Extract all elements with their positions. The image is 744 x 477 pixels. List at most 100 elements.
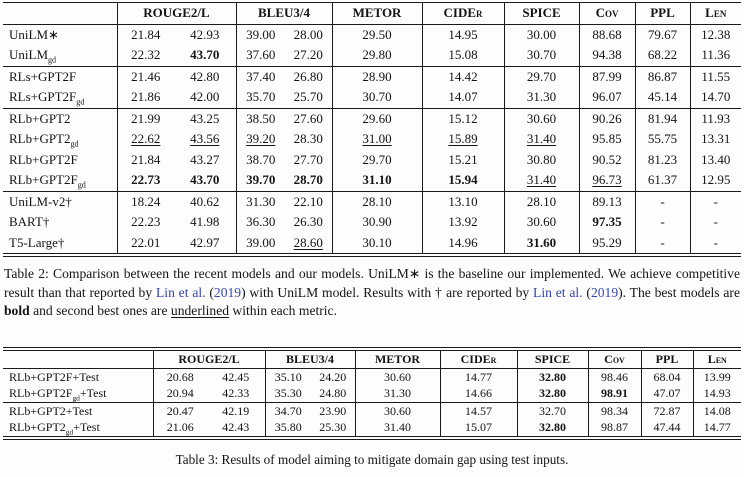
metric-value: 22.23 — [116, 212, 174, 233]
corner-cell — [3, 2, 117, 25]
corner-cell — [3, 349, 153, 369]
caption-text: and second best ones are — [29, 303, 171, 319]
metric-value: 13.10 — [421, 191, 505, 212]
row-label: UniLMgd — [3, 45, 117, 67]
metric-header: CIDEr — [421, 2, 505, 25]
metric-value: 29.70 — [331, 149, 423, 170]
metric-header: METOR — [331, 2, 423, 25]
metric-value: 39.20 — [235, 129, 285, 150]
label-text: UniLM∗ — [9, 26, 59, 42]
metric-value: 39.00 — [235, 232, 285, 255]
metric-value: 37.60 — [235, 45, 285, 67]
row-label: RLs+GPT2F — [3, 66, 117, 87]
metric-value: 27.20 — [285, 45, 333, 67]
table-row: RLs+GPT2Fgd 21.86 42.00 35.70 25.70 30.70 14.0… — [3, 87, 742, 109]
metric-value: 28.70 — [285, 170, 333, 192]
table3-results: ROUGE2/L BLEU3/4 METOR CIDEr SPICE Cov PPL Len R… — [3, 347, 742, 440]
metric-value: 15.89 — [421, 129, 505, 150]
label-text: RLb+GPT2F — [9, 172, 78, 187]
table-row: RLb+GPT2F 21.84 43.27 38.70 27.70 29.70 15.21 3… — [3, 149, 742, 170]
metric-value: 31.40 — [354, 419, 441, 438]
table-row: RLs+GPT2F 21.46 42.80 37.40 26.80 28.90 14.42 2… — [3, 66, 742, 87]
metric-value: 22.01 — [116, 232, 174, 255]
metric-value: 79.67 — [634, 24, 691, 45]
metric-value: 14.77 — [692, 419, 742, 438]
metric-value: 21.46 — [116, 66, 174, 87]
metric-value: 97.35 — [578, 212, 636, 233]
label-text: UniLM-v2† — [9, 193, 72, 209]
metric-value: 37.40 — [235, 66, 285, 87]
label-text: RLb+GPT2+Test — [9, 403, 93, 418]
metric-value: 14.77 — [439, 368, 518, 385]
metric-value: 15.07 — [439, 419, 518, 438]
metric-value: 14.93 — [692, 385, 742, 403]
metric-value: - — [689, 191, 742, 212]
metric-value: 28.30 — [293, 131, 323, 146]
row-label: RLb+GPT2F+Test — [3, 368, 153, 385]
metric-header: PPL — [634, 2, 691, 25]
metric-header: CIDEr — [439, 349, 518, 369]
metric-value: 31.10 — [331, 170, 423, 192]
label-text: RLb+GPT2F+Test — [9, 369, 100, 384]
metric-header: ROUGE2/L — [152, 349, 265, 369]
metric-value: 30.00 — [503, 24, 580, 45]
metric-value: 43.56 — [190, 131, 220, 146]
metric-value: 42.19 — [222, 403, 250, 418]
metric-value: 38.50 — [235, 108, 285, 129]
table2-results: ROUGE2/L BLEU3/4 METOR CIDEr SPICE Cov PPL Len U… — [3, 2, 742, 257]
header-row: ROUGE2/L BLEU3/4 METOR CIDEr SPICE Cov PPL Len — [3, 349, 742, 369]
row-label: UniLM-v2† — [3, 191, 117, 212]
row-label: RLb+GPT2gd — [3, 129, 117, 150]
metric-value: 21.86 — [116, 87, 174, 109]
metric-value: 11.93 — [689, 108, 742, 129]
row-label: RLb+GPT2Fgd — [3, 170, 117, 192]
row-label: UniLM∗ — [3, 24, 117, 45]
metric-value: 21.84 — [116, 24, 174, 45]
metric-value: 43.70 — [174, 170, 236, 192]
row-label: BART† — [3, 212, 117, 233]
metric-header: Cov — [587, 349, 642, 369]
metric-value: 32.80 — [516, 368, 589, 385]
metric-value: 14.42 — [421, 66, 505, 87]
metric-value: 72.87 — [640, 402, 694, 419]
caption-text: within each metric. — [229, 303, 337, 319]
metric-value: 81.23 — [634, 149, 691, 170]
citation-link[interactable]: Lin et al. — [155, 284, 206, 300]
metric-value: 21.06 — [152, 419, 207, 438]
metric-value: 35.10 — [264, 368, 311, 385]
metric-value: 28.10 — [331, 191, 423, 212]
metric-value: 21.99 — [116, 108, 174, 129]
label-text: T5-Large† — [9, 234, 65, 250]
metric-value: 45.14 — [634, 87, 691, 109]
metric-value: 14.08 — [692, 402, 742, 419]
metric-value: 43.27 — [190, 151, 220, 167]
caption-text: ( — [582, 284, 591, 300]
metric-value: 42.80 — [190, 68, 220, 84]
metric-value: 14.57 — [439, 402, 518, 419]
metric-value: 86.87 — [634, 66, 691, 87]
citation-link[interactable]: Lin et al. — [533, 284, 583, 300]
metric-value: - — [634, 191, 691, 212]
metric-value: 98.46 — [587, 368, 642, 385]
metric-value: 95.29 — [578, 232, 636, 255]
metric-header: Len — [692, 349, 742, 369]
label-subscript: gd — [76, 97, 85, 107]
metric-value: 18.24 — [116, 191, 174, 212]
metric-value: 30.10 — [331, 232, 423, 255]
metric-value: 22.10 — [293, 193, 323, 209]
citation-link[interactable]: 2019 — [213, 284, 242, 300]
label-subscript: gd — [70, 139, 79, 149]
caption-text: ). The best models are — [618, 284, 740, 300]
metric-value: 96.07 — [578, 87, 636, 109]
metric-value: 28.60 — [293, 234, 323, 250]
table-row: RLb+GPT2Fgd+Test 20.94 42.33 35.30 24.80 31.3… — [3, 385, 742, 403]
metric-value: - — [689, 212, 742, 233]
metric-value: 15.12 — [421, 108, 505, 129]
metric-value: 34.70 — [264, 402, 311, 419]
label-text: +Test — [79, 386, 107, 400]
metric-header: ROUGE2/L — [116, 2, 236, 25]
table-row: RLb+GPT2+Test 20.47 42.19 34.70 23.90 30.60 14… — [3, 402, 742, 419]
table-row: RLb+GPT2F+Test 20.68 42.45 35.10 24.20 30.60 1… — [3, 368, 742, 385]
citation-link[interactable]: 2019 — [590, 284, 619, 300]
